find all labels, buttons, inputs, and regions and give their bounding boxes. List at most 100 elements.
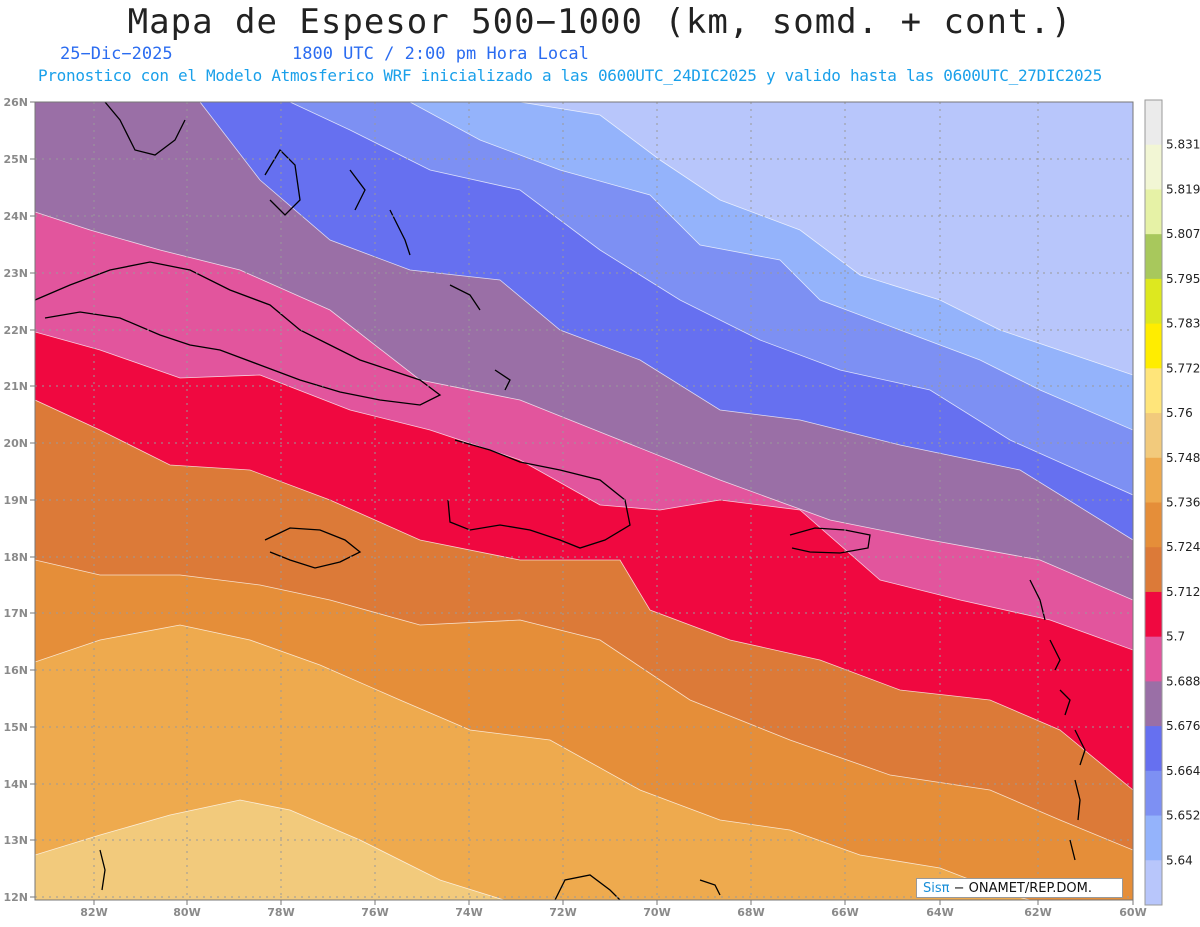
colorbar-label: 5.831 [1166, 138, 1200, 152]
latitude-label: 13N [3, 834, 28, 847]
coastline [1049, 639, 1061, 671]
latitude-label: 19N [3, 494, 28, 507]
colorbar-label: 5.676 [1166, 719, 1200, 733]
longitude-label: 80W [173, 906, 200, 919]
coastline [699, 879, 721, 896]
colorbar-swatch [1145, 234, 1162, 280]
latitude-label: 24N [3, 210, 28, 223]
coastline [349, 169, 366, 211]
colorbar-label: 5.783 [1166, 317, 1200, 331]
colorbar-label: 5.736 [1166, 496, 1200, 510]
colorbar-label: 5.688 [1166, 674, 1200, 688]
credit-dash: − [949, 881, 965, 896]
coastline [264, 148, 301, 216]
colorbar: 5.831 5.819 5.807 5.795 5.783 5.772 5.76 5.748 5… [1144, 99, 1200, 906]
latitude-labels: 26N 25N 24N 23N 22N 21N 20N 19N 18N 17N 16N 15N 14N 1… [3, 96, 35, 904]
longitude-labels: 82W 80W 78W 76W 74W 72W 70W 68W 66W 64W 62W 60W [80, 900, 1147, 919]
longitude-label: 72W [549, 906, 576, 919]
coastline [449, 284, 481, 311]
colorbar-label: 5.64 [1166, 853, 1193, 867]
latitude-label: 16N [3, 664, 28, 677]
band-5.76 [35, 800, 504, 900]
colorbar-label: 5.664 [1166, 764, 1200, 778]
colorbar-swatch [1145, 860, 1162, 906]
longitude-label: 66W [831, 906, 858, 919]
contour-line [35, 331, 1133, 651]
coastline [1069, 839, 1076, 861]
map-title: Mapa de Espesor 500−1000 (km, somd. + co… [127, 2, 1073, 42]
colorbar-label: 5.76 [1166, 406, 1193, 420]
contour-line [199, 102, 1133, 541]
longitude-label: 74W [455, 906, 482, 919]
latitude-label: 15N [3, 721, 28, 734]
colorbar-swatch [1145, 144, 1162, 190]
longitude-label: 68W [737, 906, 764, 919]
coastline [104, 102, 186, 156]
colorbar-swatch [1145, 278, 1162, 325]
colorbar-swatch [1145, 323, 1162, 369]
coastline [494, 369, 511, 391]
coastline [35, 261, 442, 406]
model-info-line: Pronostico con el Modelo Atmosferico WRF… [38, 66, 1102, 85]
contour-line [35, 399, 1133, 791]
longitude-label: 64W [926, 906, 953, 919]
credit-box: Sisπ − ONAMET/REP.DOM. [916, 878, 1123, 898]
latitude-label: 12N [3, 891, 28, 904]
latitude-label: 23N [3, 267, 28, 280]
latitude-label: 18N [3, 551, 28, 564]
coastline [264, 527, 362, 569]
longitude-label: 62W [1024, 906, 1051, 919]
colorbar-swatch [1145, 457, 1162, 503]
coastline [554, 874, 621, 900]
contour-line [35, 799, 506, 900]
colorbar-swatch [1145, 368, 1162, 414]
contour-line [289, 102, 1133, 496]
coastline [447, 439, 631, 549]
latitude-label: 22N [3, 324, 28, 337]
grid-lines [35, 101, 1134, 900]
longitude-label: 76W [361, 906, 388, 919]
thickness-bands [35, 102, 1133, 900]
forecast-time: 1800 UTC / 2:00 pm Hora Local [292, 44, 589, 64]
coastline [1074, 779, 1081, 821]
coastline [1074, 729, 1086, 766]
longitude-label: 78W [267, 906, 294, 919]
contour-line [519, 102, 1133, 376]
latitude-label: 26N [3, 96, 28, 109]
latitude-label: 20N [3, 437, 28, 450]
coastline [1059, 689, 1071, 716]
latitude-label: 25N [3, 153, 28, 166]
colorbar-swatch [1145, 636, 1162, 682]
map-frame [34, 101, 1134, 901]
contour-line [409, 102, 1133, 431]
colorbar-swatch [1145, 100, 1162, 146]
coastline [389, 209, 411, 256]
colorbar-label: 5.807 [1166, 227, 1200, 241]
colorbar-label: 5.819 [1166, 182, 1200, 196]
contour-line [35, 559, 1133, 851]
colorbar-label: 5.795 [1166, 272, 1200, 286]
forecast-date: 25−Dic−2025 [60, 44, 173, 64]
sispi-logo: Sisπ [923, 881, 950, 896]
credit-text: ONAMET/REP.DOM. [964, 881, 1093, 896]
latitude-label: 21N [3, 380, 28, 393]
colorbar-swatch [1145, 413, 1162, 459]
colorbar-label: 5.652 [1166, 809, 1200, 823]
colorbar-label: 5.712 [1166, 585, 1200, 599]
contour-line [35, 211, 1133, 601]
colorbar-swatch [1145, 189, 1162, 235]
latitude-label: 17N [3, 607, 28, 620]
colorbar-swatch [1145, 591, 1162, 638]
coastlines [35, 102, 1086, 900]
contour-line [35, 624, 1032, 900]
coastline [789, 527, 871, 554]
colorbar-label: 5.748 [1166, 451, 1200, 465]
colorbar-label: 5.772 [1166, 361, 1200, 375]
longitude-label: 60W [1119, 906, 1146, 919]
colorbar-swatch [1145, 770, 1162, 817]
colorbar-swatch [1145, 681, 1162, 727]
latitude-label: 14N [3, 778, 28, 791]
colorbar-label: 5.7 [1166, 630, 1185, 644]
colorbar-swatch [1145, 547, 1162, 593]
